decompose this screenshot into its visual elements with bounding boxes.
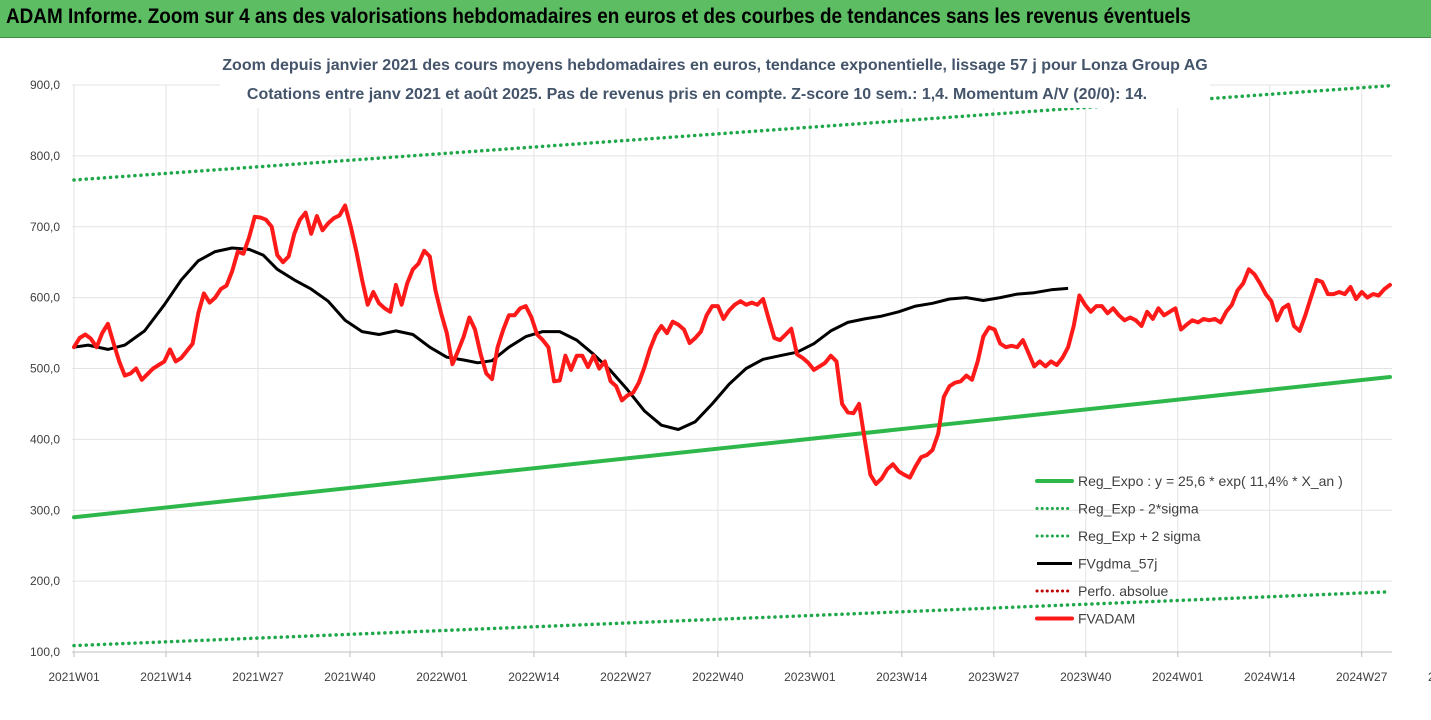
y-tick-label: 300,0	[30, 503, 60, 517]
legend-label: FVADAM	[1078, 611, 1135, 627]
x-tick-label: 2022W40	[692, 670, 744, 684]
x-tick-label: 2024W14	[1244, 670, 1296, 684]
legend-label: FVgdma_57j	[1078, 556, 1157, 572]
x-tick-label: 2023W01	[784, 670, 836, 684]
line-chart: 900,0 800,0 700,0 600,0 500,0 400,0 300,0 200,0…	[30, 48, 1431, 684]
title-backdrop	[220, 48, 1210, 108]
x-axis-ticks: 2021W01 2021W14 2021W27 2021W40 2022W01 2022W…	[48, 652, 1431, 684]
y-tick-label: 700,0	[30, 220, 60, 234]
x-tick-label: 2022W01	[416, 670, 468, 684]
y-tick-label: 800,0	[30, 149, 60, 163]
series-line-fvgdma-57j	[73, 246, 1069, 431]
banner-title: ADAM Informe. Zoom sur 4 ans des valoris…	[6, 5, 1191, 28]
x-tick-label: 2024W27	[1336, 670, 1388, 684]
x-tick-label: 2023W14	[876, 670, 928, 684]
y-tick-label: 200,0	[30, 574, 60, 588]
legend-label: Perfo. absolue	[1078, 583, 1168, 599]
y-tick-label: 600,0	[30, 291, 60, 305]
gridlines	[72, 84, 1392, 653]
x-tick-label: 2021W14	[140, 670, 192, 684]
x-tick-label: 2021W01	[48, 670, 100, 684]
x-tick-label: 2022W14	[508, 670, 560, 684]
legend-label: Reg_Exp + 2 sigma	[1078, 528, 1201, 544]
y-tick-label: 400,0	[30, 432, 60, 446]
y-tick-label: 500,0	[30, 362, 60, 376]
x-tick-label: 2023W27	[968, 670, 1020, 684]
title-banner: ADAM Informe. Zoom sur 4 ans des valoris…	[0, 0, 1431, 38]
y-axis-ticks: 900,0 800,0 700,0 600,0 500,0 400,0 300,0 200,0…	[30, 78, 60, 659]
chart-title: Zoom depuis janvier 2021 des cours moyen…	[222, 57, 1207, 74]
series-line-fvadam	[72, 203, 1392, 486]
series-line-reg-exp-2-sigma	[72, 590, 1392, 648]
y-tick-label: 900,0	[30, 78, 60, 92]
x-tick-label: 2024W40	[1428, 670, 1431, 684]
series-line-reg-expo-y-25-6-exp-11-4-x-an	[72, 375, 1392, 520]
x-tick-label: 2024W01	[1152, 670, 1204, 684]
chart-subtitle: Cotations entre janv 2021 et août 2025. …	[247, 86, 1147, 103]
x-tick-label: 2022W27	[600, 670, 652, 684]
y-tick-label: 100,0	[30, 645, 60, 659]
legend-label: Reg_Expo : y = 25,6 * exp( 11,4% * X_an …	[1078, 473, 1343, 489]
x-tick-label: 2021W27	[232, 670, 284, 684]
series-lines	[72, 83, 1392, 648]
legend: Reg_Expo : y = 25,6 * exp( 11,4% * X_an …	[1035, 473, 1343, 627]
x-tick-label: 2021W40	[324, 670, 376, 684]
x-tick-label: 2023W40	[1060, 670, 1112, 684]
chart-frame: 900,0 800,0 700,0 600,0 500,0 400,0 300,0 200,0…	[0, 38, 1431, 720]
legend-label: Reg_Exp - 2*sigma	[1078, 501, 1199, 517]
